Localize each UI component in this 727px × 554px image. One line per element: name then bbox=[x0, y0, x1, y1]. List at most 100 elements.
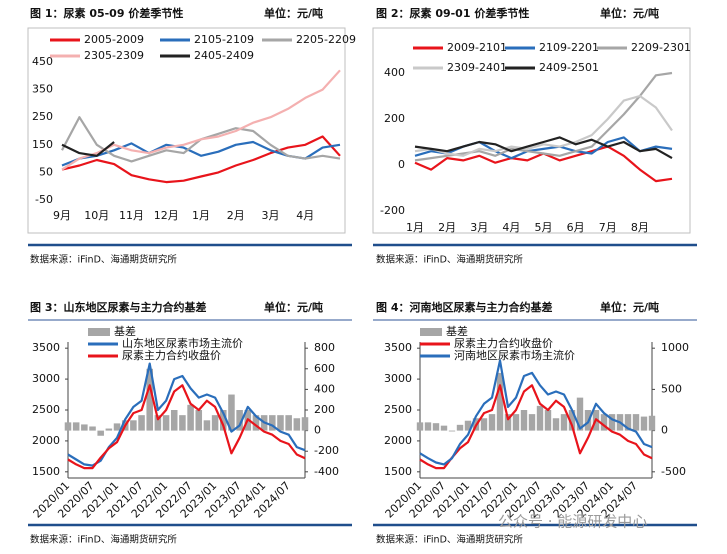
legend-label: 基差 bbox=[446, 324, 468, 338]
x-tick-label: 3月 bbox=[262, 209, 280, 222]
unit-label: 单位：元/吨 bbox=[600, 6, 659, 20]
basis-bar bbox=[228, 394, 235, 431]
unit-label: 单位：元/吨 bbox=[264, 6, 323, 20]
x-tick-label: 2月 bbox=[227, 209, 245, 222]
x-tick-label: 5月 bbox=[535, 221, 553, 234]
basis-bar bbox=[105, 428, 113, 431]
basis-bar bbox=[220, 410, 227, 431]
y2-tick-label: 800 bbox=[314, 341, 335, 354]
source-note: 数据来源：iFinD、海通期货研究所 bbox=[30, 534, 177, 546]
legend-label: 2305-2309 bbox=[84, 49, 144, 62]
basis-bar bbox=[64, 422, 72, 431]
y2-tick-label: 1000 bbox=[661, 341, 689, 354]
basis-bar bbox=[277, 415, 284, 431]
source-note: 数据来源：iFinD、海通期货研究所 bbox=[376, 254, 523, 266]
basis-bar bbox=[252, 415, 260, 431]
basis-bar bbox=[138, 415, 145, 431]
series-line bbox=[419, 359, 653, 466]
legend-label: 2209-2301 bbox=[631, 41, 691, 54]
y-tick-label: 400 bbox=[384, 66, 405, 79]
frame bbox=[372, 27, 691, 234]
series-line bbox=[419, 384, 653, 470]
figure-title: 图 2：尿素 09-01 价差季节性 bbox=[376, 6, 529, 20]
basis-bar bbox=[560, 414, 568, 431]
legend-label: 2405-2409 bbox=[194, 49, 254, 62]
x-tick-label: 8月 bbox=[631, 221, 649, 234]
basis-bar bbox=[293, 418, 301, 431]
x-tick-label: 6月 bbox=[567, 221, 585, 234]
legend-label: 2409-2501 bbox=[539, 61, 599, 74]
x-tick-label: 12月 bbox=[154, 209, 179, 222]
basis-bar bbox=[146, 368, 153, 431]
basis-bar bbox=[285, 415, 292, 431]
y-tick-label: 3500 bbox=[384, 341, 412, 354]
watermark: 公众号 · 能源研发中心 bbox=[498, 513, 647, 531]
basis-bar bbox=[504, 414, 512, 431]
y2-tick-label: 200 bbox=[314, 403, 335, 416]
y2-tick-label: -200 bbox=[314, 444, 339, 457]
basis-bar bbox=[170, 410, 178, 431]
y-tick-label: -50 bbox=[35, 193, 53, 206]
legend-label: 基差 bbox=[114, 324, 136, 338]
legend-label: 山东地区尿素市场主流价 bbox=[122, 336, 243, 350]
y-tick-label: 0 bbox=[398, 158, 405, 171]
legend-swatch bbox=[88, 328, 110, 336]
basis-bar bbox=[552, 418, 560, 431]
basis-bar bbox=[648, 415, 656, 431]
legend-label: 2105-2109 bbox=[194, 33, 254, 46]
basis-bar bbox=[203, 420, 211, 431]
x-tick-label: 3月 bbox=[470, 221, 488, 234]
y-tick-label: 350 bbox=[32, 83, 53, 96]
basis-bar bbox=[624, 414, 632, 431]
y2-tick-label: -500 bbox=[661, 465, 686, 478]
basis-bar bbox=[236, 410, 243, 431]
basis-bar bbox=[496, 372, 504, 431]
basis-bar bbox=[520, 410, 528, 431]
basis-bar bbox=[600, 414, 608, 431]
series-line bbox=[414, 136, 673, 160]
unit-label: 单位：元/吨 bbox=[600, 300, 659, 314]
series-line bbox=[414, 94, 673, 157]
y-tick-label: 3500 bbox=[32, 341, 60, 354]
legend-label: 2109-2201 bbox=[539, 41, 599, 54]
x-tick-label: 1月 bbox=[406, 221, 424, 234]
y-tick-label: 450 bbox=[32, 55, 53, 68]
x-tick-label: 10月 bbox=[84, 209, 109, 222]
y2-tick-label: -400 bbox=[314, 465, 339, 478]
basis-bar bbox=[179, 415, 186, 431]
y-tick-label: 2000 bbox=[32, 434, 60, 447]
legend-label: 2005-2009 bbox=[84, 33, 144, 46]
x-tick-label: 7月 bbox=[599, 221, 617, 234]
y-tick-label: 250 bbox=[32, 110, 53, 123]
y2-tick-label: 500 bbox=[661, 382, 682, 395]
series-line bbox=[67, 362, 306, 467]
basis-bar bbox=[97, 430, 104, 436]
basis-bar bbox=[187, 404, 194, 431]
y-tick-label: 1500 bbox=[384, 465, 412, 478]
series-line bbox=[67, 384, 306, 470]
x-tick-label: 9月 bbox=[53, 209, 71, 222]
y-tick-label: -200 bbox=[380, 204, 405, 217]
legend-label: 河南地区尿素市场主流价 bbox=[454, 348, 575, 362]
x-tick-label: 2月 bbox=[438, 221, 456, 234]
series-line bbox=[61, 141, 115, 157]
y-tick-label: 3000 bbox=[32, 372, 60, 385]
y-tick-label: 3000 bbox=[384, 372, 412, 385]
legend-label: 尿素主力合约收盘价 bbox=[122, 348, 221, 362]
basis-bar bbox=[576, 397, 584, 431]
basis-bar bbox=[528, 414, 536, 431]
legend-label: 尿素主力合约收盘价 bbox=[454, 336, 553, 350]
basis-bar bbox=[130, 420, 137, 431]
y2-tick-label: 400 bbox=[314, 382, 335, 395]
basis-bar bbox=[211, 415, 219, 431]
basis-bar bbox=[568, 410, 576, 431]
basis-bar bbox=[488, 414, 496, 431]
series-line bbox=[61, 135, 341, 184]
figure-title: 图 4：河南地区尿素与主力合约基差 bbox=[376, 300, 552, 314]
basis-bar bbox=[154, 415, 162, 431]
legend-label: 2205-2209 bbox=[296, 33, 356, 46]
basis-bar bbox=[608, 414, 616, 431]
y-tick-label: 1500 bbox=[32, 465, 60, 478]
basis-bar bbox=[162, 415, 170, 431]
y2-tick-label: 0 bbox=[314, 424, 321, 437]
